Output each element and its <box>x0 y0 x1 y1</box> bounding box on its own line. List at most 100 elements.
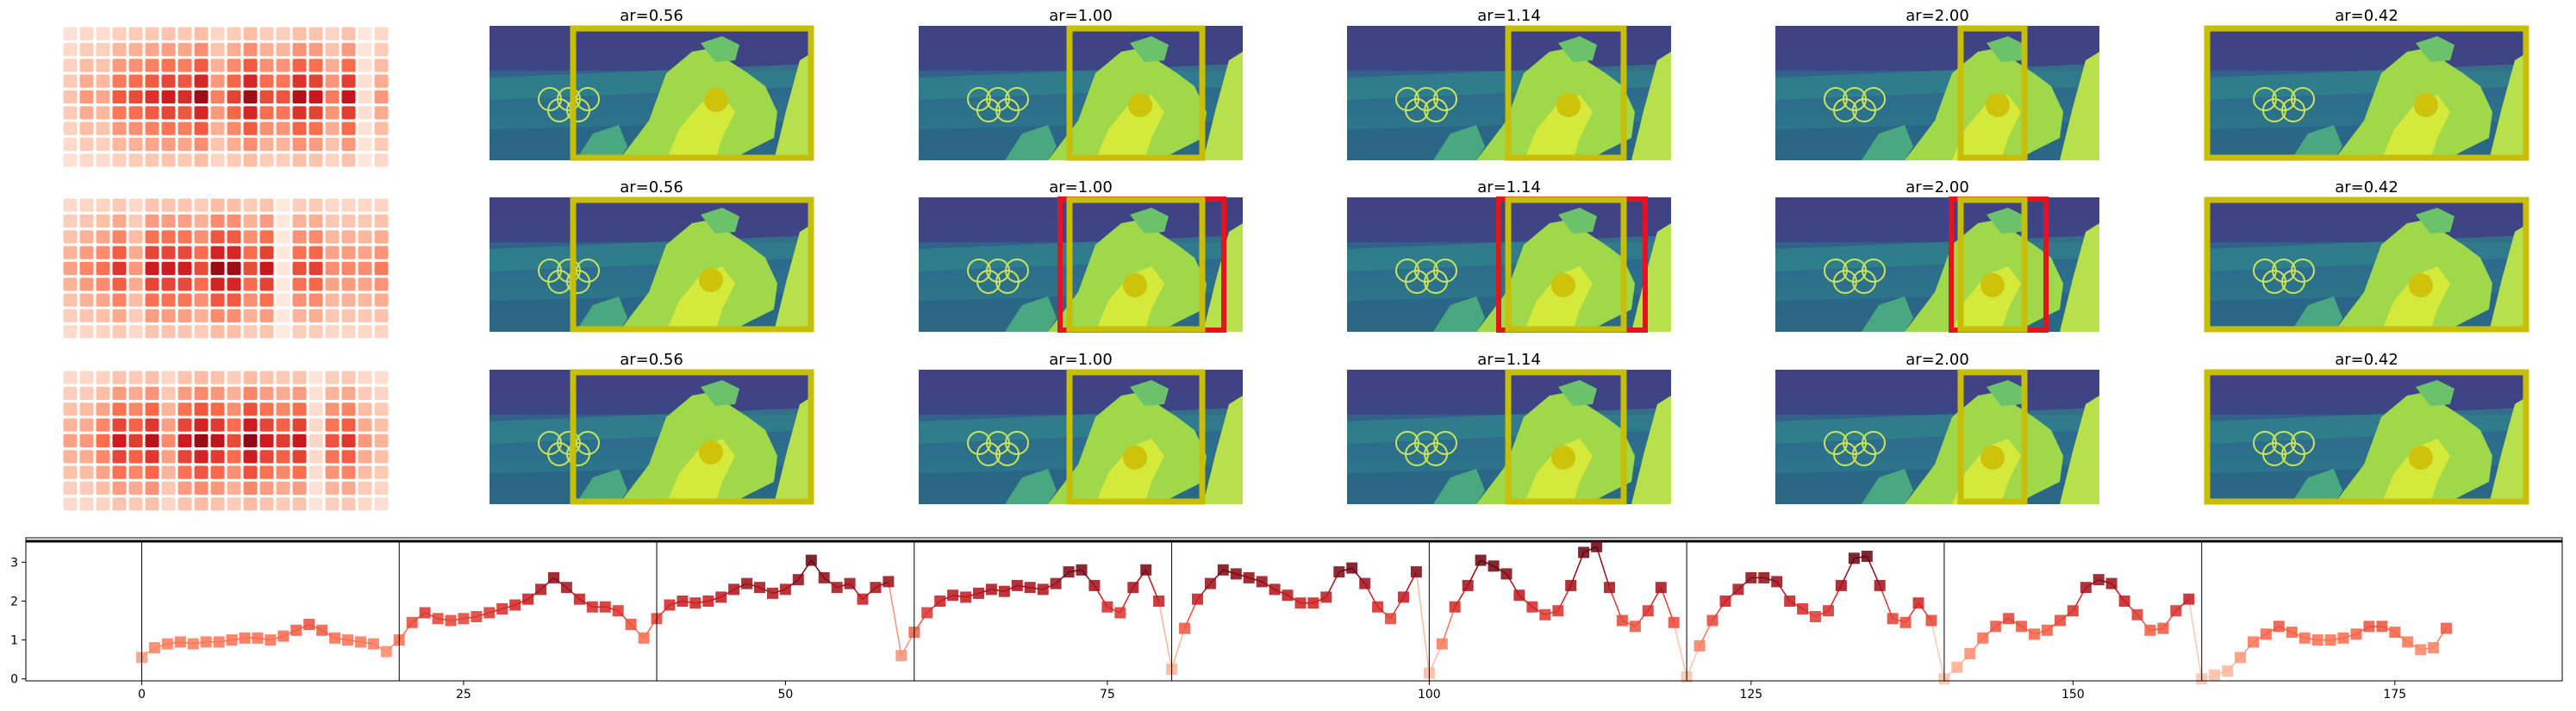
data-point <box>1784 596 1796 607</box>
data-point <box>290 624 303 636</box>
heatmap-cell <box>210 246 225 259</box>
heatmap-cell <box>112 42 127 57</box>
heatmap-cell <box>259 402 274 416</box>
data-point <box>380 646 392 658</box>
data-point <box>2402 636 2414 648</box>
heatmap-cell <box>309 214 323 228</box>
heatmap-cell <box>210 481 225 496</box>
data-point <box>754 582 765 594</box>
data-point <box>1500 568 1513 580</box>
heatmap-cell <box>63 74 78 88</box>
heatmap-cell <box>79 90 94 104</box>
data-point <box>998 585 1010 597</box>
crop-box <box>1066 25 1206 161</box>
heatmap-cell <box>96 433 110 448</box>
data-point <box>1372 601 1384 613</box>
data-point <box>1513 589 1525 602</box>
heatmap-cell <box>145 371 159 384</box>
data-point <box>1011 579 1023 591</box>
heatmap-cell <box>243 106 258 120</box>
heatmap-cell <box>276 481 290 496</box>
series-line-segment <box>1170 627 1186 670</box>
heatmap-cell <box>96 90 110 104</box>
heatmap-cell <box>63 261 78 276</box>
heatmap-cell <box>96 42 110 57</box>
crop-box <box>1957 369 2028 505</box>
heatmap-cell <box>145 402 159 416</box>
heatmap-cell <box>96 386 110 401</box>
heatmap-cell <box>79 214 94 228</box>
heatmap-cell <box>325 230 340 244</box>
data-point <box>1294 597 1307 609</box>
heatmap-cell <box>243 153 258 167</box>
heatmap-cell <box>194 214 209 228</box>
frame-image <box>2205 370 2529 504</box>
data-point <box>1693 639 1706 652</box>
heatmap-cell <box>63 325 78 339</box>
heatmap-cell <box>358 90 372 104</box>
heatmap-cell <box>341 433 356 448</box>
heatmap-cell <box>309 309 323 323</box>
heatmap-cell <box>341 214 356 228</box>
heatmap-cell <box>178 122 192 135</box>
heatmap-cell <box>96 246 110 259</box>
frame-image <box>919 197 1243 332</box>
heatmap-cell <box>112 246 127 259</box>
data-point <box>2016 621 2028 633</box>
series-line-segment <box>2188 599 2203 679</box>
ball-marker <box>1980 446 2005 470</box>
heatmap-cell <box>96 450 110 464</box>
heatmap-cell <box>309 325 323 339</box>
heatmap-cell <box>227 450 241 464</box>
heatmap-cell <box>96 122 110 135</box>
data-point <box>573 593 585 605</box>
panel-title: ar=1.14 <box>1477 7 1541 25</box>
heatmap-cell <box>63 418 78 432</box>
heatmap-cell <box>325 106 340 120</box>
heatmap-cell <box>341 261 356 276</box>
data-point <box>2131 608 2143 621</box>
heatmap-cell <box>112 325 127 339</box>
heatmap-cell <box>259 309 274 323</box>
heatmap-cell <box>178 293 192 307</box>
heatmap-cell <box>292 402 307 416</box>
heatmap-cell <box>210 74 225 88</box>
heatmap-cell <box>292 465 307 479</box>
heatmap-cell <box>227 497 241 511</box>
heatmap-cell <box>358 74 372 88</box>
heatmap-cell <box>210 261 225 276</box>
heatmap-cell <box>358 386 372 401</box>
data-point <box>2041 624 2053 636</box>
heatmap-cell <box>178 418 192 432</box>
data-point <box>1964 647 1976 659</box>
heatmap-cell <box>96 402 110 416</box>
heatmap-cell <box>161 137 176 152</box>
heatmap-cell <box>178 42 192 57</box>
heatmap-cell <box>374 42 389 57</box>
heatmap-cell <box>63 42 78 57</box>
heatmap-cell <box>112 214 127 228</box>
heatmap-cell <box>358 27 372 41</box>
x-tick-label: 150 <box>2061 688 2085 702</box>
heatmap-cell <box>161 465 176 479</box>
heatmap-cell <box>96 481 110 496</box>
heatmap-cell <box>276 497 290 511</box>
data-point <box>161 638 173 650</box>
heatmap-cell <box>292 153 307 167</box>
series-line-segment <box>888 581 902 656</box>
heatmap-cell <box>276 230 290 244</box>
heatmap-cell <box>145 325 159 339</box>
heatmap-cell <box>178 90 192 104</box>
heatmap-cell <box>194 433 209 448</box>
heatmap-cell <box>112 465 127 479</box>
heatmap-cell <box>79 27 94 41</box>
heatmap-cell <box>325 497 340 511</box>
heatmap-cell <box>374 481 389 496</box>
heatmap-cell <box>227 122 241 135</box>
data-point <box>1217 564 1229 576</box>
data-point <box>2273 621 2285 633</box>
data-point <box>1153 596 1165 607</box>
data-point <box>2105 577 2118 589</box>
heatmap-cell <box>374 246 389 259</box>
data-point <box>1874 579 1886 591</box>
